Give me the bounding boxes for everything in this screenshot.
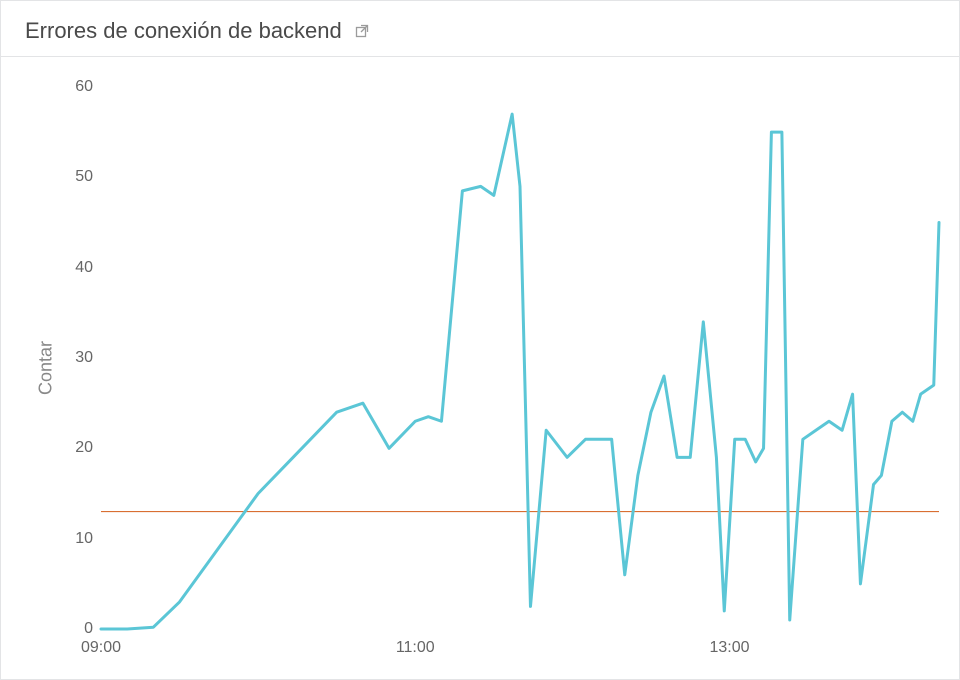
chart-svg	[101, 87, 939, 629]
y-tick-label: 20	[75, 439, 93, 457]
data-line	[101, 114, 939, 629]
y-tick-label: 10	[75, 530, 93, 548]
y-tick-label: 0	[84, 620, 93, 638]
y-axis-label: Contar	[36, 341, 57, 395]
panel-title: Errores de conexión de backend	[25, 18, 342, 44]
y-tick-label: 40	[75, 259, 93, 277]
y-tick-label: 60	[75, 78, 93, 96]
x-tick-label: 11:00	[396, 639, 435, 657]
x-tick-label: 09:00	[81, 639, 121, 657]
panel-header: Errores de conexión de backend	[1, 1, 959, 57]
x-tick-label: 13:00	[709, 639, 749, 657]
y-tick-label: 30	[75, 349, 93, 367]
external-link-icon[interactable]	[354, 23, 370, 39]
y-tick-label: 50	[75, 168, 93, 186]
chart-panel: Errores de conexión de backend Contar 01…	[0, 0, 960, 680]
chart-plot[interactable]: 010203040506009:0011:0013:00	[101, 87, 939, 629]
chart-area: Contar 010203040506009:0011:0013:00	[1, 57, 959, 679]
